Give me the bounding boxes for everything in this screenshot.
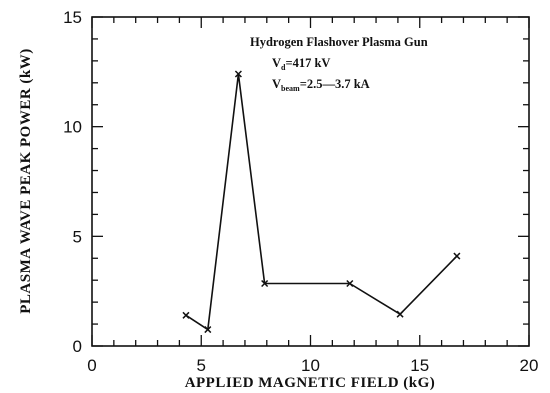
x-tick-label: 20 [520, 356, 539, 375]
x-tick-label: 15 [410, 356, 429, 375]
x-tick-label: 10 [301, 356, 320, 375]
annotation-line-3: Vbeam=2.5—3.7 kA [272, 77, 370, 93]
axis-ticks [91, 16, 530, 347]
y-tick-label: 5 [73, 227, 82, 246]
data-series [185, 73, 458, 331]
data-point-marker [261, 279, 269, 288]
y-tick-label: 15 [63, 8, 82, 27]
data-point-marker [396, 310, 404, 318]
annotation-line-1: Hydrogen Flashover Plasma Gun [250, 35, 428, 49]
series-line [185, 73, 458, 331]
x-tick-label: 0 [87, 356, 96, 375]
axis-tick-labels: 0 5 10 15 20 0 5 10 15 [63, 8, 538, 375]
data-point-marker [204, 326, 212, 334]
y-tick-label: 0 [73, 337, 82, 356]
annotation-line-2: Vd=417 kV [272, 56, 330, 72]
data-markers [182, 70, 461, 334]
data-point-marker [453, 252, 461, 260]
x-tick-label: 5 [197, 356, 206, 375]
data-point-marker [234, 70, 242, 78]
data-point-marker [346, 279, 354, 288]
data-point-marker [182, 311, 190, 319]
x-axis-title: APPLIED MAGNETIC FIELD (kG) [185, 375, 436, 391]
y-axis-title: PLASMA WAVE PEAK POWER (kW) [18, 48, 34, 313]
y-tick-label: 10 [63, 118, 82, 137]
